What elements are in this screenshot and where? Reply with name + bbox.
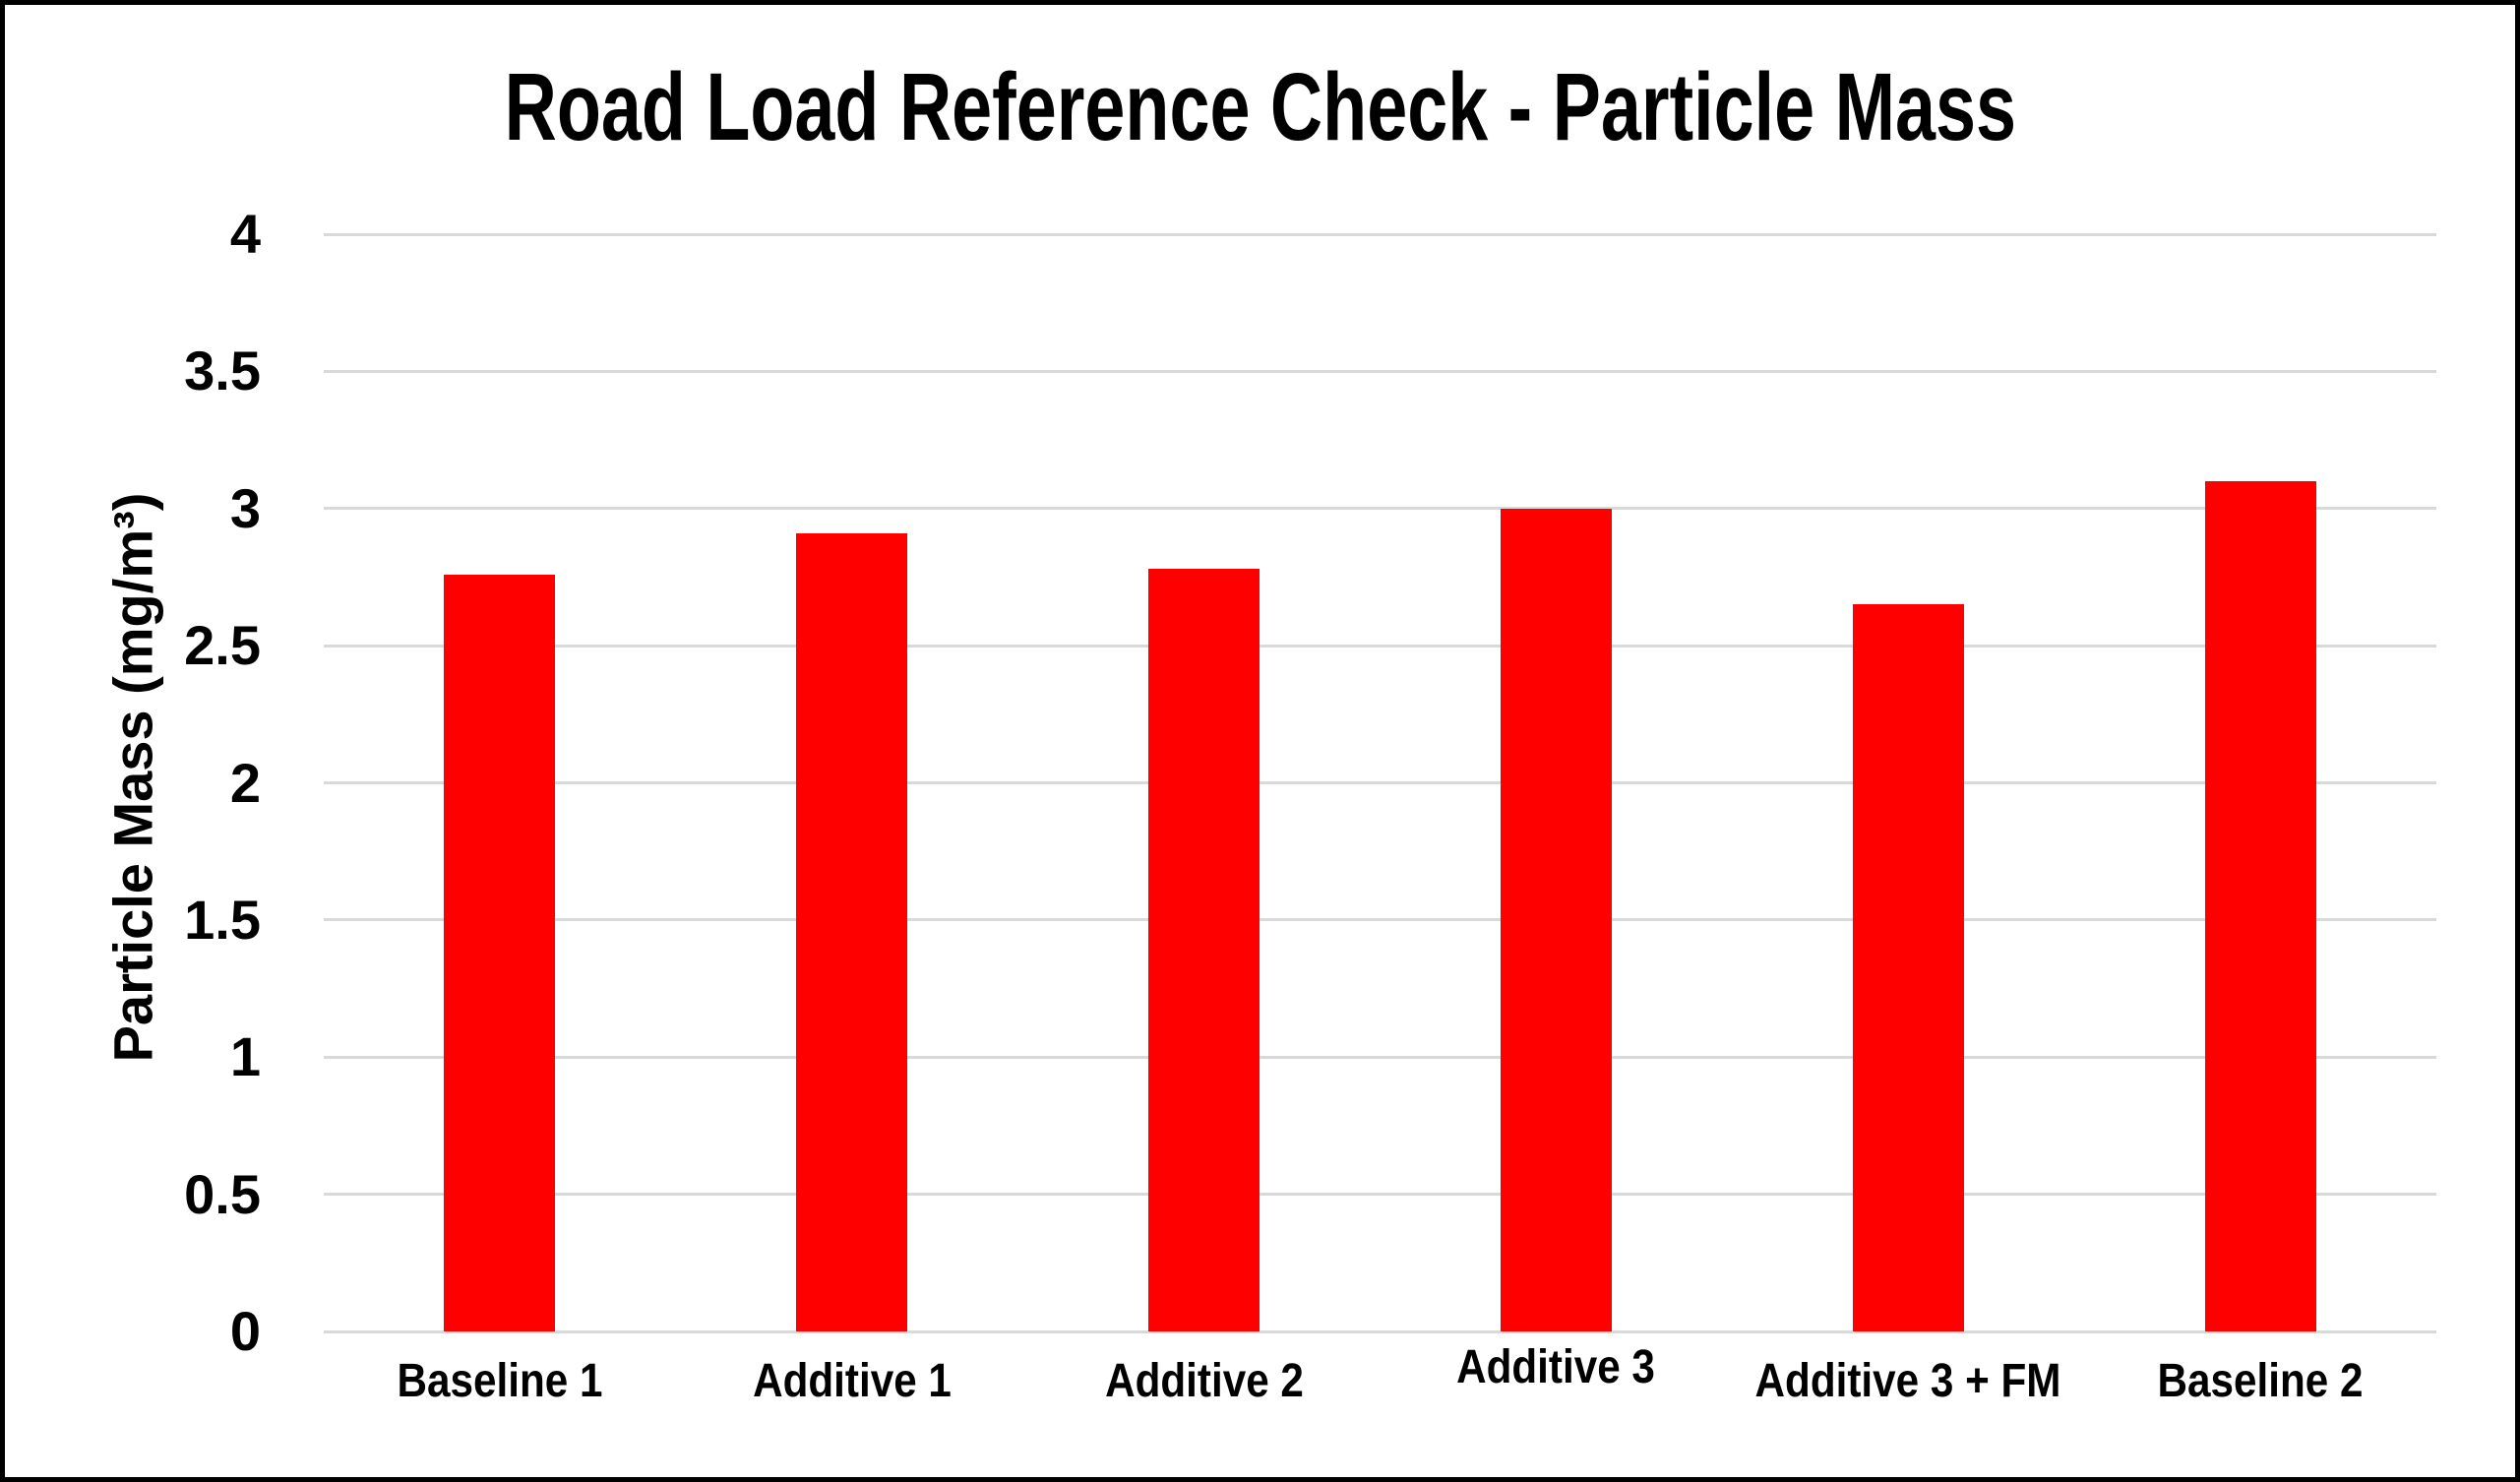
gridline-1.5 <box>324 918 2436 922</box>
chart-title: Road Load Reference Check - Particle Mas… <box>5 56 2515 158</box>
gridline-3 <box>324 507 2436 511</box>
y-axis-tick-label-0.5: 0.5 <box>184 1162 261 1225</box>
x-axis-label-baseline-1: Baseline 1 <box>383 1353 616 1410</box>
gridline-2.5 <box>324 644 2436 648</box>
y-axis-tick-label-4: 4 <box>229 203 261 265</box>
y-axis-tick-label-0: 0 <box>229 1300 261 1362</box>
plot-area <box>324 232 2436 1333</box>
chart-title-text: Road Load Reference Check - Particle Mas… <box>504 53 2016 160</box>
y-axis-tick-labels: 0 0.5 1 1.5 2 2.5 3 3.5 4 <box>5 207 261 1359</box>
x-axis-label-text: Additive 3 <box>1456 1341 1656 1393</box>
x-axis-label-text: Additive 1 <box>752 1355 952 1407</box>
gridline-0 <box>324 1329 2436 1333</box>
bar-additive-2 <box>1148 569 1260 1331</box>
y-axis-tick-label-3: 3 <box>229 476 261 539</box>
gridline-3.5 <box>324 369 2436 373</box>
x-axis-label-text: Baseline 1 <box>397 1355 603 1407</box>
x-axis-labels: Baseline 1 Additive 1 Additive 2 Additive 3… <box>324 1331 2436 1440</box>
gridline-1 <box>324 1055 2436 1059</box>
gridline-0.5 <box>324 1193 2436 1197</box>
y-axis-tick-label-3.5: 3.5 <box>184 340 261 402</box>
y-axis-tick-label-1: 1 <box>229 1025 261 1088</box>
x-axis-label-baseline-2: Baseline 2 <box>2143 1353 2376 1410</box>
x-axis-label-text: Additive 2 <box>1104 1355 1304 1407</box>
bar-baseline-1 <box>444 574 556 1331</box>
bar-baseline-2 <box>2204 480 2316 1331</box>
y-axis-tick-label-1.5: 1.5 <box>184 888 261 951</box>
x-axis-label-text: Baseline 2 <box>2157 1355 2364 1407</box>
x-axis-label-text: Additive 3 + FM <box>1754 1355 2061 1407</box>
bar-additive-3 <box>1500 508 1612 1331</box>
x-axis-label-additive-2: Additive 2 <box>1091 1353 1317 1410</box>
y-axis-tick-label-2.5: 2.5 <box>184 614 261 677</box>
x-axis-label-additive-3: Additive 3 <box>1444 1339 1669 1396</box>
gridline-4 <box>324 232 2436 236</box>
bar-additive-3-fm <box>1852 604 1964 1331</box>
x-axis-label-additive-3-fm: Additive 3 + FM <box>1735 1353 2082 1410</box>
y-axis-tick-label-2: 2 <box>229 751 261 814</box>
gridline-2 <box>324 781 2436 784</box>
bar-additive-1 <box>796 532 908 1331</box>
x-axis-label-additive-1: Additive 1 <box>739 1353 964 1410</box>
